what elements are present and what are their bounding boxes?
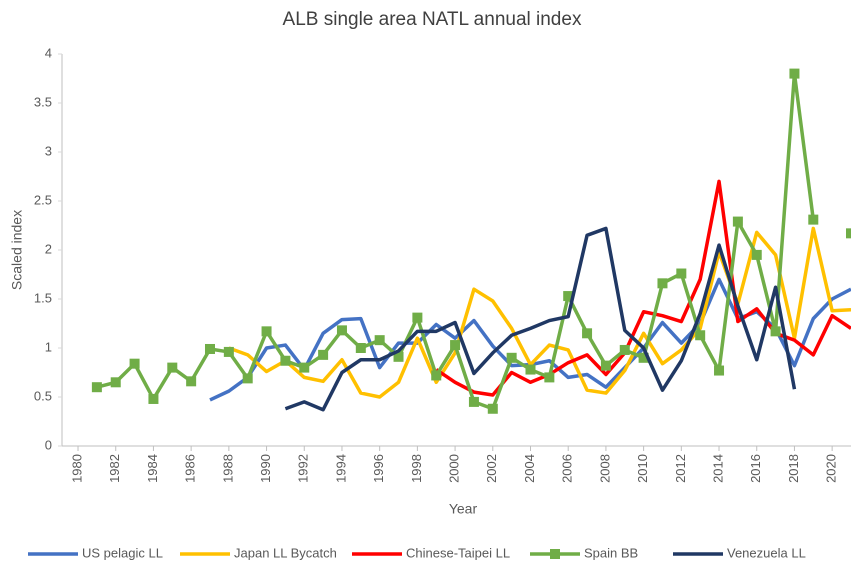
series-marker bbox=[129, 358, 140, 369]
x-tick-label: 2014 bbox=[710, 454, 725, 483]
series-marker bbox=[242, 373, 253, 384]
x-tick-label: 2010 bbox=[635, 454, 650, 483]
x-tick-label: 2000 bbox=[447, 454, 462, 483]
series-marker bbox=[374, 335, 385, 346]
series-line bbox=[284, 226, 797, 412]
y-tick-label: 0.5 bbox=[34, 388, 52, 403]
y-tick-label: 2.5 bbox=[34, 192, 52, 207]
x-tick-label: 1998 bbox=[409, 454, 424, 483]
x-tick-label: 2016 bbox=[748, 454, 763, 483]
series-marker bbox=[638, 352, 649, 363]
x-tick-label: 1994 bbox=[333, 454, 348, 483]
series-marker bbox=[204, 343, 215, 354]
x-tick-label: 2004 bbox=[522, 454, 537, 483]
x-tick-label: 2018 bbox=[786, 454, 801, 483]
series-marker bbox=[450, 340, 461, 351]
series-marker bbox=[280, 355, 291, 366]
x-tick-label: 1990 bbox=[258, 454, 273, 483]
series-marker bbox=[676, 268, 687, 279]
legend-label: Chinese-Taipei LL bbox=[406, 545, 510, 560]
series-marker bbox=[714, 365, 725, 376]
series-line bbox=[228, 226, 851, 399]
series-marker bbox=[468, 396, 479, 407]
x-tick-label: 1984 bbox=[145, 454, 160, 483]
series-marker bbox=[846, 228, 851, 239]
series-marker bbox=[732, 216, 743, 227]
y-axis-label: Scaled index bbox=[9, 210, 25, 290]
series-marker bbox=[487, 403, 498, 414]
series-marker bbox=[431, 370, 442, 381]
legend-label: Japan LL Bycatch bbox=[234, 545, 337, 560]
series-line bbox=[97, 74, 851, 409]
series-marker bbox=[789, 68, 800, 79]
series-marker bbox=[544, 372, 555, 383]
series-marker bbox=[770, 326, 781, 337]
series-marker bbox=[412, 312, 423, 323]
series-marker bbox=[167, 362, 178, 373]
x-tick-label: 1996 bbox=[371, 454, 386, 483]
chart-title: ALB single area NATL annual index bbox=[283, 9, 582, 30]
series-marker bbox=[355, 343, 366, 353]
y-tick-label: 4 bbox=[45, 45, 52, 60]
series-marker bbox=[600, 360, 611, 371]
x-tick-label: 1986 bbox=[183, 454, 198, 483]
series-marker bbox=[318, 349, 329, 360]
series-marker bbox=[563, 291, 574, 302]
series-marker bbox=[186, 376, 197, 387]
series-marker bbox=[582, 328, 593, 339]
x-axis-label: Year bbox=[449, 501, 478, 517]
series-marker bbox=[808, 214, 819, 225]
y-tick-label: 2 bbox=[45, 241, 52, 256]
x-tick-label: 2006 bbox=[560, 454, 575, 483]
y-tick-label: 3 bbox=[45, 143, 52, 158]
series-marker bbox=[148, 393, 159, 404]
legend-label: Spain BB bbox=[584, 545, 638, 560]
series-line bbox=[435, 179, 851, 397]
series-marker bbox=[751, 249, 762, 260]
series-marker bbox=[506, 352, 517, 363]
x-tick-label: 1980 bbox=[69, 454, 84, 483]
series-marker bbox=[261, 326, 272, 337]
y-tick-label: 0 bbox=[45, 437, 52, 452]
series-marker bbox=[336, 325, 347, 336]
x-tick-label: 1992 bbox=[296, 454, 311, 483]
series-marker bbox=[299, 362, 310, 373]
x-tick-label: 2012 bbox=[673, 454, 688, 483]
x-tick-label: 1982 bbox=[107, 454, 122, 483]
series-marker bbox=[110, 377, 121, 388]
series-marker bbox=[91, 382, 102, 393]
x-tick-label: 2008 bbox=[597, 454, 612, 483]
x-tick-label: 2002 bbox=[484, 454, 499, 483]
x-tick-label: 2020 bbox=[824, 454, 839, 483]
series-marker bbox=[525, 364, 536, 375]
legend-label: US pelagic LL bbox=[82, 545, 163, 560]
y-tick-label: 3.5 bbox=[34, 94, 52, 109]
series-marker bbox=[695, 330, 706, 341]
series-marker bbox=[657, 278, 668, 289]
series-marker bbox=[393, 351, 404, 362]
x-tick-label: 1988 bbox=[220, 454, 235, 483]
y-tick-label: 1 bbox=[45, 339, 52, 354]
series-marker bbox=[619, 344, 630, 355]
y-tick-label: 1.5 bbox=[34, 290, 52, 305]
legend-marker bbox=[550, 549, 560, 559]
series-marker bbox=[223, 346, 234, 357]
legend-label: Venezuela LL bbox=[727, 545, 806, 560]
